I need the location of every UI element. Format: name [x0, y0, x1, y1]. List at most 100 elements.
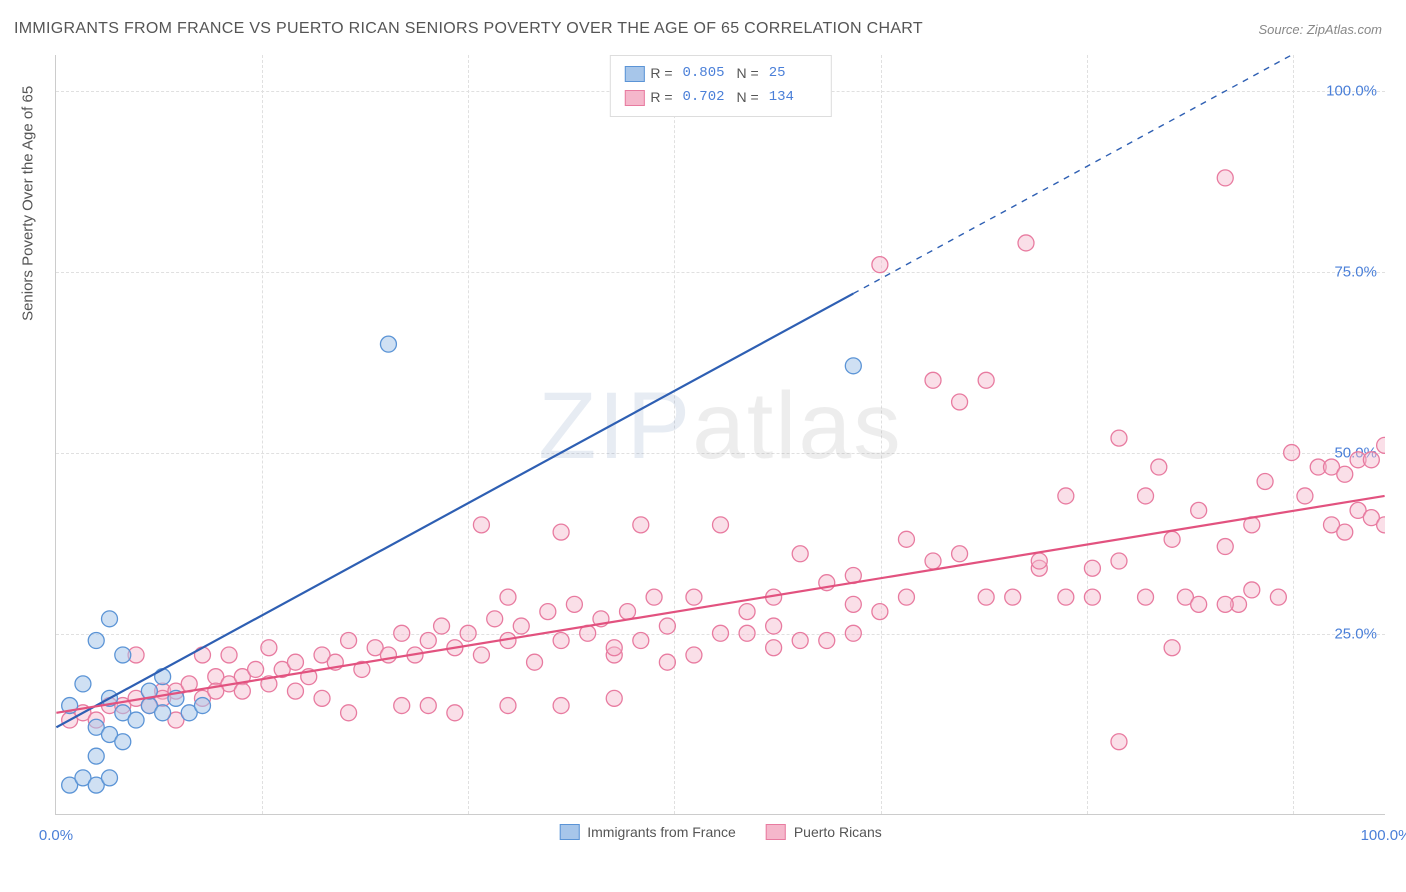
scatter-point — [553, 633, 569, 649]
scatter-point — [606, 640, 622, 656]
legend-swatch-1 — [624, 66, 644, 82]
legend-r-value-1: 0.805 — [683, 62, 731, 86]
scatter-point — [925, 553, 941, 569]
legend-swatch-2 — [624, 90, 644, 106]
scatter-point — [1031, 553, 1047, 569]
scatter-point — [1164, 640, 1180, 656]
scatter-point — [447, 705, 463, 721]
legend-item-2: Puerto Ricans — [766, 824, 882, 840]
scatter-point — [872, 257, 888, 273]
scatter-point — [1138, 589, 1154, 605]
scatter-point — [1377, 437, 1385, 453]
legend-swatch-bottom-1 — [559, 824, 579, 840]
scatter-point — [500, 589, 516, 605]
scatter-point — [500, 698, 516, 714]
scatter-point — [633, 517, 649, 533]
scatter-point — [952, 394, 968, 410]
scatter-point — [1058, 589, 1074, 605]
scatter-point — [1270, 589, 1286, 605]
scatter-point — [194, 698, 210, 714]
scatter-point — [1058, 488, 1074, 504]
scatter-point — [1191, 502, 1207, 518]
scatter-point — [1337, 524, 1353, 540]
scatter-point — [1217, 170, 1233, 186]
scatter-point — [115, 647, 131, 663]
scatter-point — [394, 625, 410, 641]
scatter-point — [1297, 488, 1313, 504]
scatter-point — [1284, 445, 1300, 461]
scatter-point — [1164, 531, 1180, 547]
scatter-point — [766, 618, 782, 634]
scatter-point — [341, 705, 357, 721]
scatter-point — [420, 698, 436, 714]
scatter-point — [540, 604, 556, 620]
legend-n-label-2: N = — [737, 86, 759, 110]
scatter-point — [1217, 539, 1233, 555]
scatter-point — [434, 618, 450, 634]
legend-n-label-1: N = — [737, 62, 759, 86]
scatter-point — [978, 589, 994, 605]
scatter-point — [1084, 589, 1100, 605]
legend-n-value-1: 25 — [769, 62, 817, 86]
scatter-point — [248, 661, 264, 677]
legend-swatch-bottom-2 — [766, 824, 786, 840]
scatter-point — [925, 372, 941, 388]
scatter-point — [659, 654, 675, 670]
scatter-point — [766, 640, 782, 656]
scatter-point — [1217, 596, 1233, 612]
scatter-point — [487, 611, 503, 627]
scatter-point — [155, 705, 171, 721]
scatter-point — [713, 625, 729, 641]
scatter-point — [1337, 466, 1353, 482]
scatter-point — [115, 734, 131, 750]
scatter-point — [314, 690, 330, 706]
scatter-point — [1111, 430, 1127, 446]
series-legend: Immigrants from France Puerto Ricans — [559, 824, 882, 840]
scatter-point — [1191, 596, 1207, 612]
legend-label-2: Puerto Ricans — [794, 824, 882, 840]
scatter-point — [221, 647, 237, 663]
scatter-point — [845, 596, 861, 612]
scatter-point — [513, 618, 529, 634]
scatter-point — [380, 336, 396, 352]
regression-line — [56, 294, 853, 728]
scatter-point — [341, 633, 357, 649]
scatter-point — [952, 546, 968, 562]
scatter-point — [739, 604, 755, 620]
scatter-point — [646, 589, 662, 605]
scatter-point — [1084, 560, 1100, 576]
plot-area: ZIPatlas R = 0.805 N = 25 R = 0.702 N = … — [55, 55, 1385, 815]
scatter-point — [527, 654, 543, 670]
scatter-point — [420, 633, 436, 649]
scatter-point — [460, 625, 476, 641]
scatter-point — [261, 640, 277, 656]
legend-label-1: Immigrants from France — [587, 824, 736, 840]
scatter-point — [1018, 235, 1034, 251]
chart-title: IMMIGRANTS FROM FRANCE VS PUERTO RICAN S… — [14, 20, 923, 38]
scatter-point — [819, 633, 835, 649]
scatter-point — [686, 647, 702, 663]
scatter-point — [845, 625, 861, 641]
scatter-point — [1111, 734, 1127, 750]
x-tick-label: 0.0% — [39, 827, 73, 844]
scatter-point — [234, 683, 250, 699]
scatter-point — [845, 358, 861, 374]
chart-canvas — [56, 55, 1385, 814]
scatter-point — [394, 698, 410, 714]
scatter-point — [739, 625, 755, 641]
scatter-point — [792, 633, 808, 649]
scatter-point — [686, 589, 702, 605]
scatter-point — [898, 531, 914, 547]
scatter-point — [659, 618, 675, 634]
scatter-point — [102, 611, 118, 627]
scatter-point — [88, 633, 104, 649]
correlation-legend: R = 0.805 N = 25 R = 0.702 N = 134 — [609, 55, 831, 117]
legend-n-value-2: 134 — [769, 86, 817, 110]
legend-row-series-1: R = 0.805 N = 25 — [624, 62, 816, 86]
legend-row-series-2: R = 0.702 N = 134 — [624, 86, 816, 110]
scatter-point — [1363, 452, 1379, 468]
legend-r-label-1: R = — [650, 62, 672, 86]
scatter-point — [606, 690, 622, 706]
scatter-point — [155, 669, 171, 685]
scatter-point — [1257, 473, 1273, 489]
